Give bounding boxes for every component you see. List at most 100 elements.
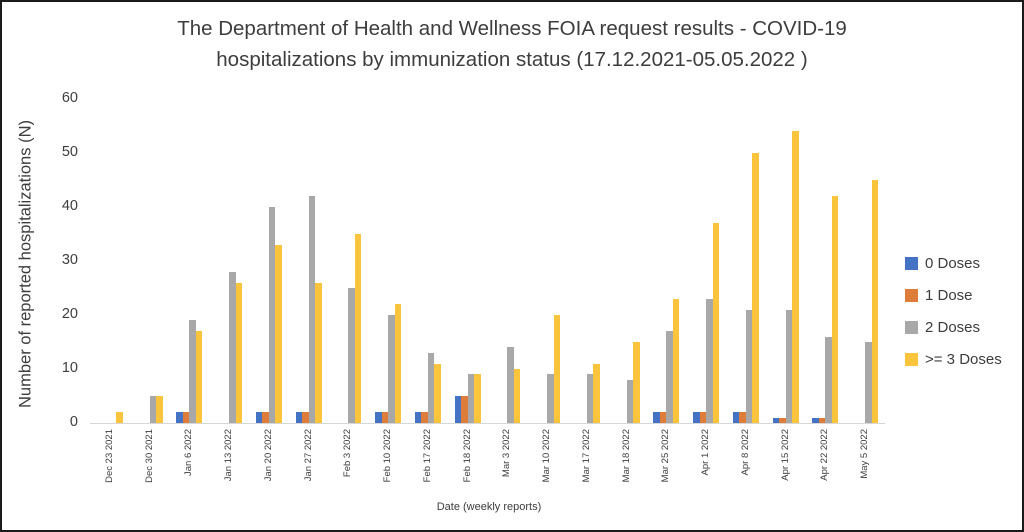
x-tick-label: May 5 2022 [859,429,871,479]
y-axis-title: Number of reported hospitalizations (N) [16,120,35,408]
bar-0-doses [255,412,263,423]
bar-0-doses [812,418,819,423]
bar-2-doses [706,299,713,423]
bar-2-doses [149,396,157,423]
bar-2-doses [348,288,355,423]
bar-2-doses [507,347,514,423]
bar-2-doses [388,315,395,423]
bar-2-doses [626,380,634,423]
bar-0-doses [414,412,422,423]
bar-1-dose [461,396,468,423]
bar--3-doses [513,369,521,423]
x-tick-label: Mar 18 2022 [620,429,632,483]
bar--3-doses [275,245,282,423]
bar-1-dose [659,412,667,423]
bar-2-doses [547,374,554,423]
y-tick-label: 60 [61,90,78,106]
legend-swatch-icon [905,256,918,270]
chart-title-line1: The Department of Health and Wellness FO… [177,17,847,40]
bar-1-dose [779,418,786,423]
legend-swatch-icon [905,288,918,302]
bar--3-doses [156,396,163,423]
legend-item: 0 Doses [905,247,1002,279]
y-tick-label: 30 [61,252,78,268]
bar--3-doses [195,331,203,423]
chart-title: The Department of Health and Wellness FO… [72,13,952,75]
x-tick-label: Apr 1 2022 [700,429,712,476]
bar--3-doses [752,153,759,423]
bar--3-doses [354,234,362,423]
bar-2-doses [785,310,793,423]
bar-2-doses [666,331,673,423]
x-axis-title: Date (weekly reports) [436,501,542,513]
x-tick-label: Mar 10 2022 [541,429,553,483]
legend-swatch-icon [905,352,918,366]
x-tick-label: Feb 18 2022 [461,429,473,483]
bar-1-dose [421,412,428,423]
x-tick-label: Apr 22 2022 [819,429,831,481]
legend: 0 Doses 1 Dose 2 Doses >= 3 Doses [905,247,1002,375]
bar-2-doses [586,374,594,423]
x-tick-label: Jan 6 2022 [183,429,195,477]
bar--3-doses [831,196,839,423]
bar-2-doses [427,353,435,423]
bar--3-doses [593,364,600,423]
bar--3-doses [394,304,402,423]
bar-0-doses [454,396,462,423]
legend-label: >= 3 Doses [925,350,1002,368]
x-tick-label: Apr 15 2022 [779,429,791,481]
x-tick-label: Feb 3 2022 [342,429,354,478]
bar-2-doses [308,196,316,423]
bar-1-dose [381,412,389,423]
x-tick-label: Mar 17 2022 [580,429,592,483]
bar-0-doses [772,418,780,423]
bar--3-doses [712,223,720,423]
x-tick-label: Mar 25 2022 [660,429,672,483]
y-tick-label: 0 [69,414,78,430]
bar-0-doses [295,412,303,423]
bar--3-doses [474,374,481,423]
bar--3-doses [235,283,243,423]
bar--3-doses [315,283,322,423]
legend-swatch-icon [905,320,918,334]
bar-0-doses [732,412,740,423]
x-tick-label: Dec 23 2021 [103,429,115,483]
bar-1-dose [302,412,309,423]
bar-1-dose [818,418,826,423]
bar-2-doses [467,374,475,423]
bar-2-doses [865,342,872,423]
plot-area [90,99,885,424]
bar--3-doses [672,299,680,423]
legend-label: 0 Doses [925,254,981,272]
y-tick-label: 20 [61,306,78,322]
x-tick-label: Apr 8 2022 [739,429,751,476]
bar--3-doses [792,131,799,423]
bar--3-doses [633,342,640,423]
legend-label: 2 Doses [925,318,981,336]
legend-item: 2 Doses [905,311,1002,343]
bar-2-doses [268,207,276,423]
bar-2-doses [229,272,236,423]
x-tick-label: Jan 20 2022 [262,429,274,482]
bar-1-dose [182,412,190,423]
bar-0-doses [375,412,382,423]
bar--3-doses [553,315,561,423]
bar-0-doses [693,412,700,423]
bar-1-dose [699,412,707,423]
legend-item: 1 Dose [905,279,1002,311]
y-tick-label: 50 [61,144,78,160]
x-tick-label: Dec 30 2021 [143,429,155,483]
bar-2-doses [745,310,753,423]
x-tick-label: Mar 3 2022 [501,429,513,478]
bar-1-dose [739,412,746,423]
y-tick-label: 10 [61,360,78,376]
x-tick-label: Jan 13 2022 [223,429,235,482]
bar-0-doses [653,412,660,423]
x-tick-label: Feb 10 2022 [382,429,394,483]
bar--3-doses [434,364,441,423]
bar-0-doses [176,412,183,423]
bar-2-doses [189,320,196,423]
x-tick-label: Jan 27 2022 [302,429,314,482]
bar--3-doses [116,412,123,423]
